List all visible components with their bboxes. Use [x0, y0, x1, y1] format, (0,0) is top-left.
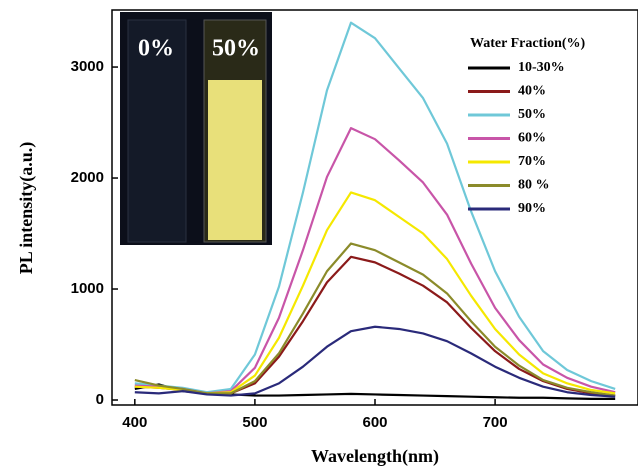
y-tick-label: 1000	[71, 280, 104, 297]
inset-label: 50%	[212, 36, 260, 62]
line-series	[134, 242, 616, 397]
inset-photo	[120, 12, 272, 245]
x-tick-label: 600	[362, 414, 387, 431]
y-tick-label: 3000	[71, 58, 104, 75]
x-tick-label: 500	[242, 414, 267, 431]
plot-area	[134, 21, 616, 400]
line-series	[134, 21, 616, 394]
legend-label: 70%	[518, 154, 546, 169]
line-series	[134, 325, 616, 398]
legend-label: 10-30%	[518, 60, 565, 75]
inset-label: 0%	[138, 36, 174, 62]
legend-label: 80 %	[518, 178, 550, 193]
y-tick-label: 2000	[71, 169, 104, 186]
y-axis-label: PL intensity(a.u.)	[16, 142, 37, 275]
y-tick-label: 0	[96, 391, 104, 408]
legend-label: 50%	[518, 107, 546, 122]
x-axis-label: Wavelength(nm)	[311, 446, 439, 467]
legend-label: 60%	[518, 131, 546, 146]
x-tick-label: 700	[483, 414, 508, 431]
legend-title: Water Fraction(%)	[470, 36, 586, 51]
legend-label: 40%	[518, 84, 546, 99]
x-tick-label: 400	[122, 414, 147, 431]
legend-label: 90%	[518, 201, 546, 216]
